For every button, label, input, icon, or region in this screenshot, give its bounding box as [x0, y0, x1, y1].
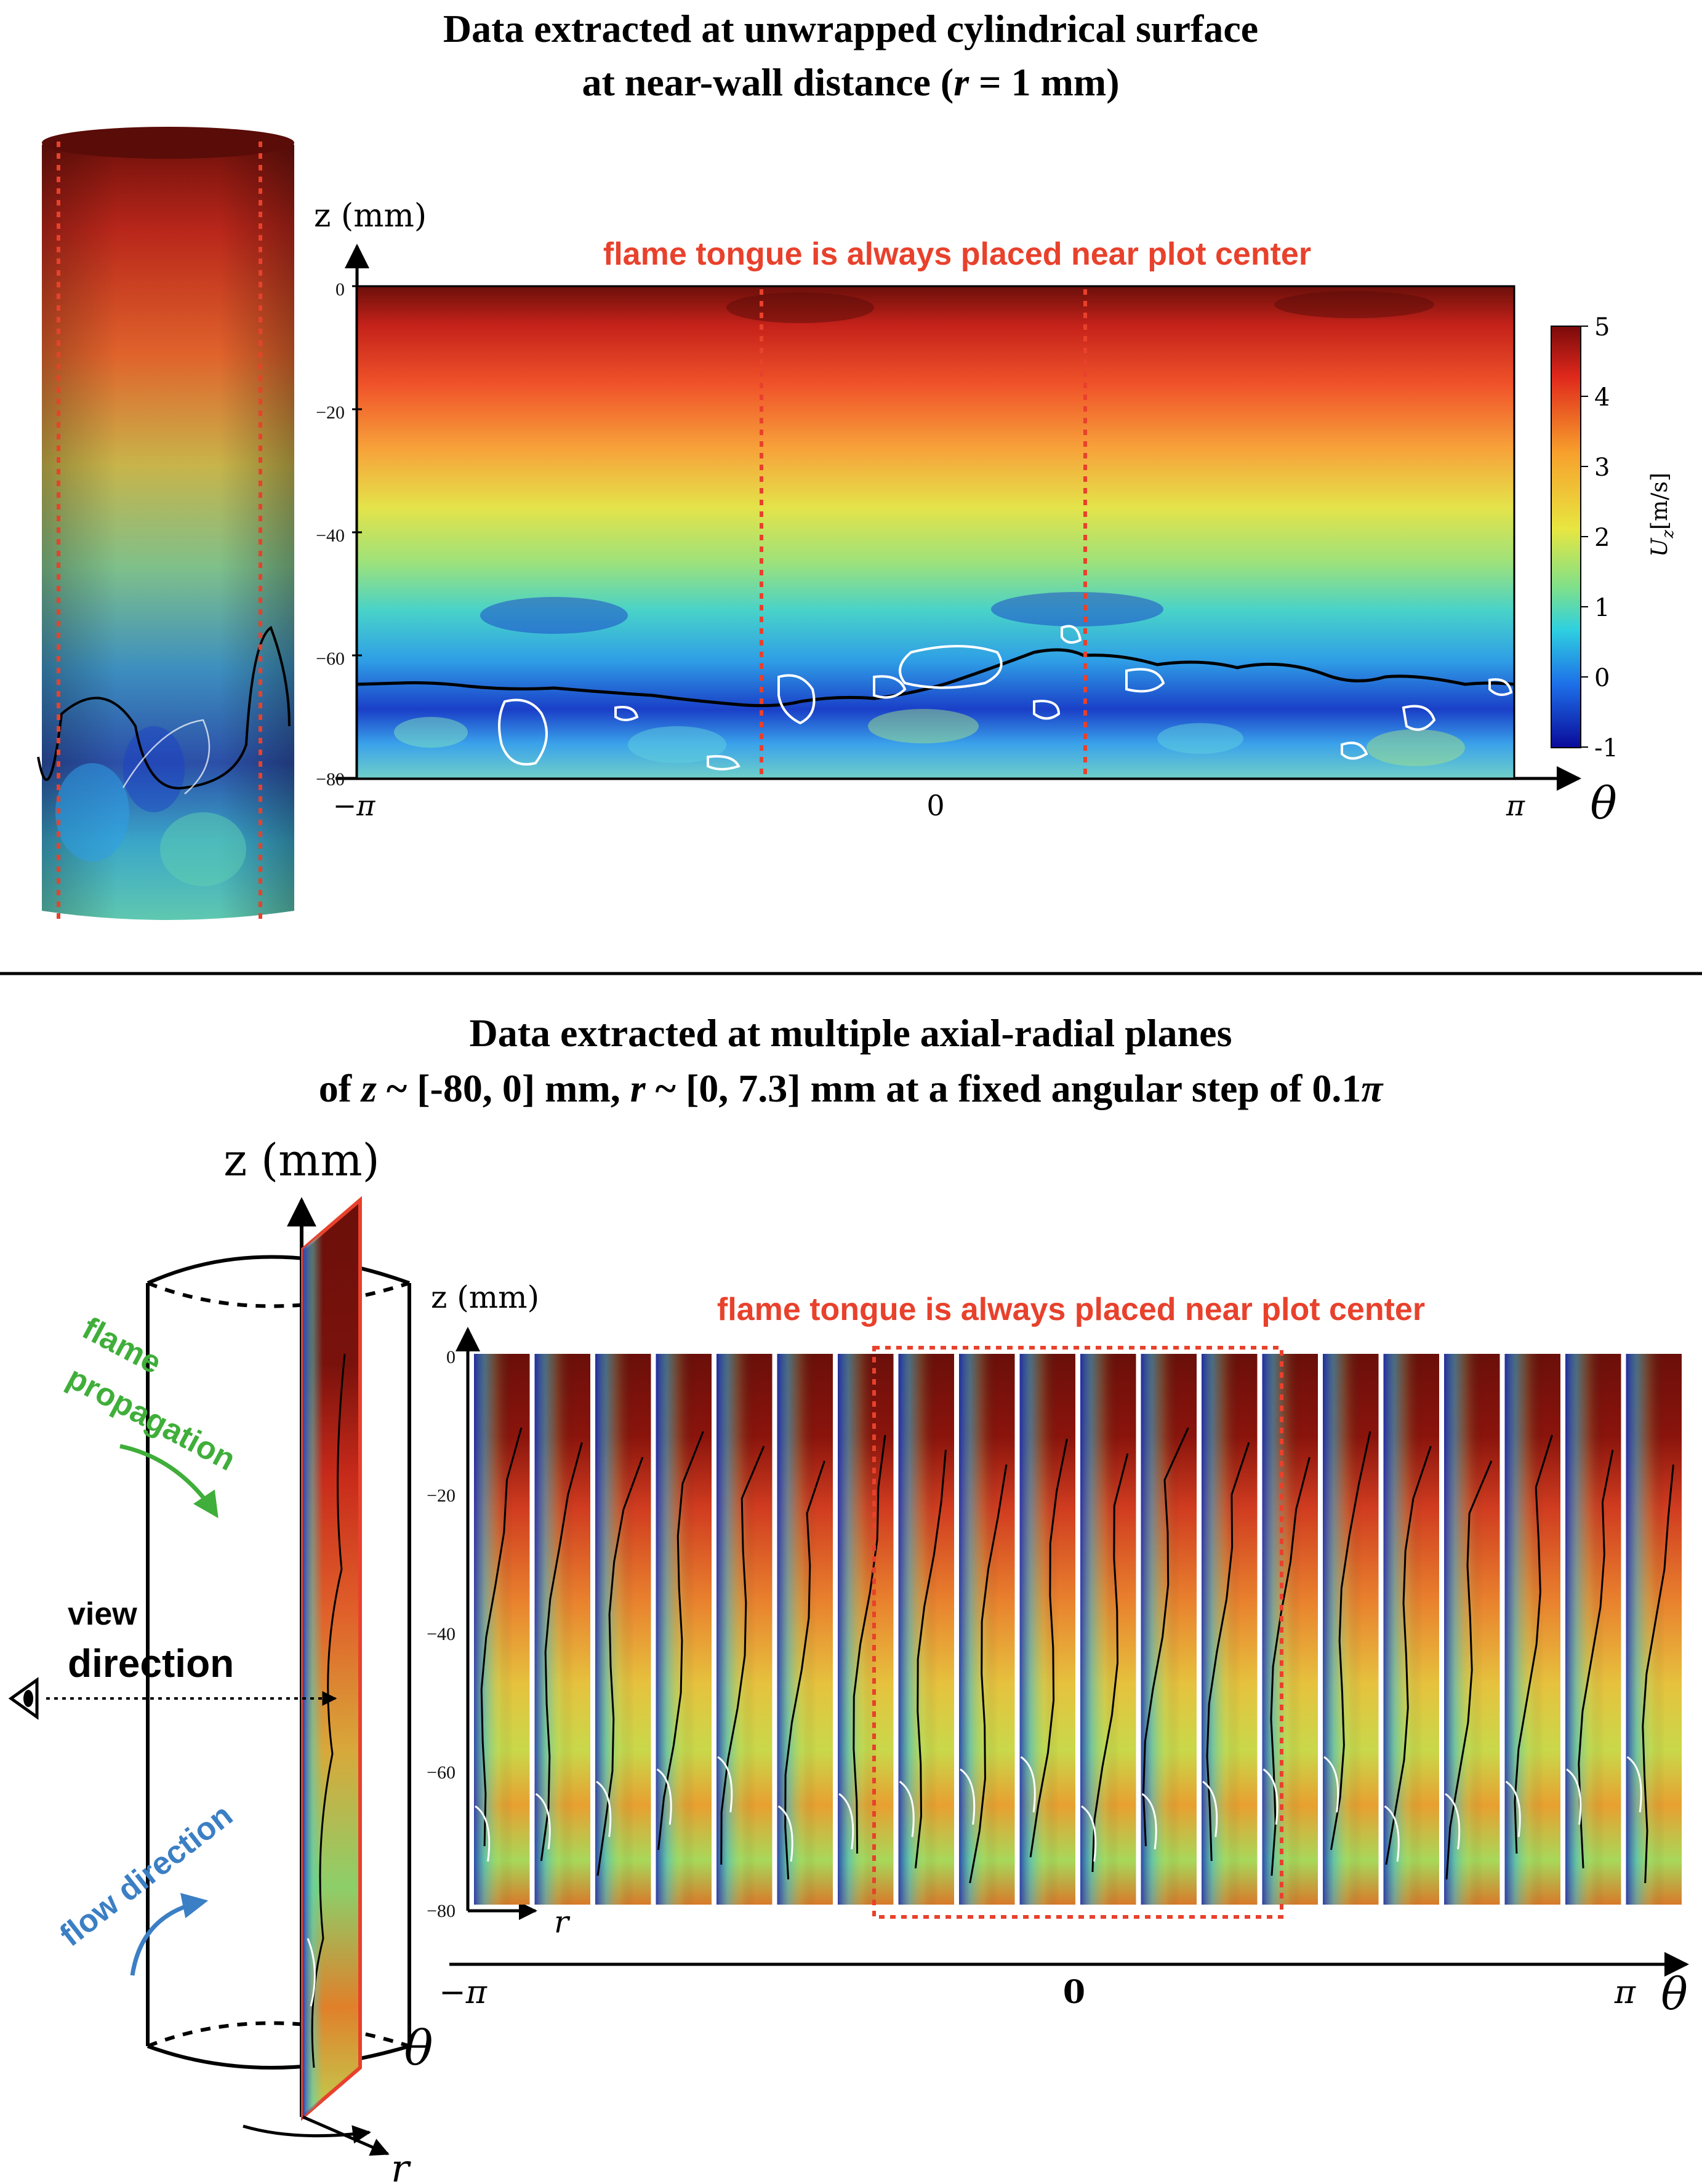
top-theta-tick-0: 0 [926, 789, 944, 822]
schematic-r: r [391, 2146, 411, 2184]
top-note: flame tongue is always placed near plot … [603, 236, 1311, 272]
plane-slice [1262, 1354, 1318, 1905]
plane-slice [1565, 1354, 1621, 1905]
flow-direction-arrow [130, 1893, 209, 1976]
bottom-y-tick-60: −60 [427, 1762, 456, 1783]
cbar-tick-0: 0 [1594, 664, 1610, 692]
bottom-y-tick-40: −40 [427, 1624, 456, 1644]
bottom-plot: z (mm) r flame tongue is always placed n… [427, 1279, 1689, 2020]
eye-icon [8, 1677, 39, 1720]
cbar-tick-2: 2 [1594, 524, 1610, 552]
bottom-y-ticks: 0 −20 −40 −60 −80 [427, 1347, 456, 1921]
bottom-y-tick-80: −80 [427, 1901, 456, 1921]
colorbar-ticks: 5 4 3 2 1 0 -1 [1581, 313, 1618, 762]
top-colorbar: 5 4 3 2 1 0 -1 Uz[m/s] [1551, 313, 1677, 762]
schematic-theta: θ [404, 2021, 433, 2076]
plane-slice [1019, 1354, 1075, 1905]
bottom-theta-tick-minus-pi: −π [439, 1974, 488, 2011]
top-y-tick-60: −60 [316, 649, 345, 669]
plane-slice [1202, 1354, 1258, 1905]
plane-slice [898, 1354, 954, 1905]
plane-slice [534, 1354, 590, 1905]
top-theta-tick-pi: π [1506, 789, 1525, 822]
plane-slice [717, 1354, 773, 1905]
bottom-theta-tick-pi: π [1614, 1974, 1636, 2011]
bottom-y-tick-0: 0 [446, 1347, 456, 1367]
bottom-r-label: r [554, 1904, 571, 1940]
view-label-line2: direction [68, 1641, 234, 1686]
colorbar-label: Uz[m/s] [1647, 473, 1677, 557]
plane-slice [838, 1354, 894, 1905]
bottom-cylinder-schematic: z (mm) θ r flame propagation view direct… [8, 1134, 433, 2184]
bottom-note: flame tongue is always placed near plot … [717, 1292, 1425, 1327]
top-theta-label: θ [1590, 777, 1616, 829]
plane-slice [1141, 1354, 1197, 1905]
top-y-tick-40: −40 [316, 526, 345, 546]
cbar-tick-4: 4 [1594, 383, 1610, 412]
plane-slice [474, 1354, 530, 1905]
plane-slice [1323, 1354, 1379, 1905]
cbar-tick-1: 1 [1594, 594, 1610, 622]
top-plot: z (mm) flame tongue is always placed nea… [314, 198, 1617, 829]
top-cylinder [37, 127, 294, 920]
center-highlight-box [872, 1346, 1283, 1919]
bottom-z-axis-label: z (mm) [431, 1279, 539, 1315]
top-y-tick-20: −20 [316, 402, 345, 423]
top-y-ticks: 0 −20 −40 −60 −80 [316, 279, 362, 790]
bottom-z-label-big: z (mm) [223, 1134, 380, 1186]
plane-slice [959, 1354, 1015, 1905]
view-label-line1: view [68, 1596, 137, 1632]
top-title-line1: Data extracted at unwrapped cylindrical … [443, 7, 1258, 50]
plane-slice [1444, 1354, 1500, 1905]
plane-slice [777, 1354, 833, 1905]
top-z-axis-label: z (mm) [314, 198, 427, 234]
plane-slice [1504, 1354, 1560, 1905]
plane-slices [474, 1354, 1682, 1905]
plane-slice [656, 1354, 712, 1905]
plane-slice [595, 1354, 651, 1905]
top-y-tick-80: −80 [316, 769, 345, 790]
plane-slice [1626, 1354, 1682, 1905]
top-flame-contour [356, 648, 1515, 708]
flame-propagation-arrow [119, 1444, 219, 1518]
top-title-line2: at near-wall distance (r = 1 mm) [582, 60, 1119, 104]
cbar-tick-neg1: -1 [1594, 734, 1618, 762]
top-white-contours [498, 625, 1513, 770]
plane-slice [1080, 1354, 1136, 1905]
cbar-tick-3: 3 [1594, 454, 1610, 482]
top-heatmap [356, 285, 1515, 780]
plane-slice [1383, 1354, 1439, 1905]
cbar-tick-5: 5 [1594, 313, 1610, 342]
bottom-y-tick-20: −20 [427, 1486, 456, 1506]
bottom-theta-label: θ [1661, 1968, 1687, 2020]
bottom-theta-tick-0: 0 [1063, 1974, 1085, 2011]
top-y-tick-0: 0 [335, 279, 345, 300]
top-heatmap-texture [394, 291, 1465, 766]
top-theta-tick-minus-pi: −π [333, 789, 376, 822]
bottom-title-line2: of z ~ [-80, 0] mm, r ~ [0, 7.3] mm at a… [319, 1066, 1384, 1110]
bottom-title-line1: Data extracted at multiple axial-radial … [470, 1011, 1232, 1055]
